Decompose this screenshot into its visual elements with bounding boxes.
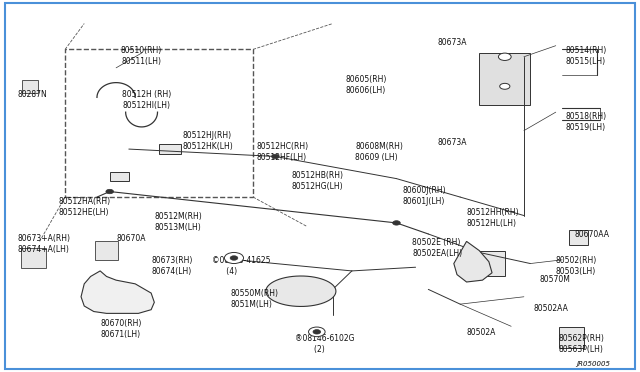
Text: 80514(RH)
80515(LH): 80514(RH) 80515(LH) <box>565 46 607 66</box>
Text: 80570M: 80570M <box>540 275 571 283</box>
Bar <box>479 53 531 105</box>
Polygon shape <box>266 276 336 307</box>
Text: 80512HJ(RH)
80512HK(LH): 80512HJ(RH) 80512HK(LH) <box>183 131 234 151</box>
Text: 80600J(RH)
80601J(LH): 80600J(RH) 80601J(LH) <box>403 186 447 206</box>
Text: 80670A: 80670A <box>116 234 145 243</box>
Circle shape <box>313 330 321 334</box>
Bar <box>479 251 505 276</box>
Text: 80502AA: 80502AA <box>534 304 568 313</box>
Text: 80673A: 80673A <box>438 138 467 147</box>
Circle shape <box>499 53 511 61</box>
Text: 80502A: 80502A <box>467 328 496 337</box>
Text: 80608M(RH)
80609 (LH): 80608M(RH) 80609 (LH) <box>355 142 403 162</box>
Circle shape <box>500 83 510 89</box>
Circle shape <box>225 253 244 263</box>
Circle shape <box>308 327 325 337</box>
Text: 80673A: 80673A <box>438 38 467 47</box>
Bar <box>559 327 584 347</box>
Text: 80550M(RH)
8051M(LH): 80550M(RH) 8051M(LH) <box>231 289 279 310</box>
Text: 80287N: 80287N <box>17 90 47 99</box>
Polygon shape <box>454 241 492 282</box>
Circle shape <box>393 221 400 225</box>
Circle shape <box>106 189 113 194</box>
Text: 80512HB(RH)
80512HG(LH): 80512HB(RH) 80512HG(LH) <box>291 171 343 191</box>
Text: 80670AA: 80670AA <box>575 230 610 239</box>
Text: 80502E (RH)
80502EA(LH): 80502E (RH) 80502EA(LH) <box>412 238 463 258</box>
Text: 80512H (RH)
80512HI(LH): 80512H (RH) 80512HI(LH) <box>122 90 172 110</box>
Bar <box>109 172 129 182</box>
Text: 80512M(RH)
80513M(LH): 80512M(RH) 80513M(LH) <box>154 212 202 232</box>
Text: B: B <box>313 329 317 334</box>
Bar <box>95 241 118 260</box>
Bar <box>568 230 588 245</box>
Text: 80673(RH)
80674(LH): 80673(RH) 80674(LH) <box>151 256 193 276</box>
Text: 80510(RH)
80511(LH): 80510(RH) 80511(LH) <box>121 46 162 66</box>
Text: S: S <box>230 255 234 260</box>
Circle shape <box>230 256 238 260</box>
Text: ®08146-6102G
        (2): ®08146-6102G (2) <box>294 334 354 354</box>
Polygon shape <box>81 271 154 313</box>
Text: 80670(RH)
80671(LH): 80670(RH) 80671(LH) <box>100 319 141 339</box>
Text: 80502(RH)
80503(LH): 80502(RH) 80503(LH) <box>556 256 597 276</box>
Circle shape <box>271 154 279 159</box>
Bar <box>65 49 253 197</box>
Text: 80673+A(RH)
80674+A(LH): 80673+A(RH) 80674+A(LH) <box>17 234 70 254</box>
Bar <box>22 80 38 93</box>
Text: 80512HH(RH)
80512HL(LH): 80512HH(RH) 80512HL(LH) <box>467 208 519 228</box>
Text: 80512HA(RH)
80512HE(LH): 80512HA(RH) 80512HE(LH) <box>59 197 111 217</box>
Text: 80605(RH)
80606(LH): 80605(RH) 80606(LH) <box>346 75 387 95</box>
Text: 80512HC(RH)
80512HF(LH): 80512HC(RH) 80512HF(LH) <box>256 142 308 162</box>
Bar <box>20 248 46 268</box>
Text: ©08313-41625
      (4): ©08313-41625 (4) <box>212 256 270 276</box>
Text: 80518(RH)
80519(LH): 80518(RH) 80519(LH) <box>565 112 607 132</box>
Text: 80562P(RH)
80563P(LH): 80562P(RH) 80563P(LH) <box>559 334 605 354</box>
Text: JR050005: JR050005 <box>576 361 610 368</box>
Bar <box>159 144 181 154</box>
